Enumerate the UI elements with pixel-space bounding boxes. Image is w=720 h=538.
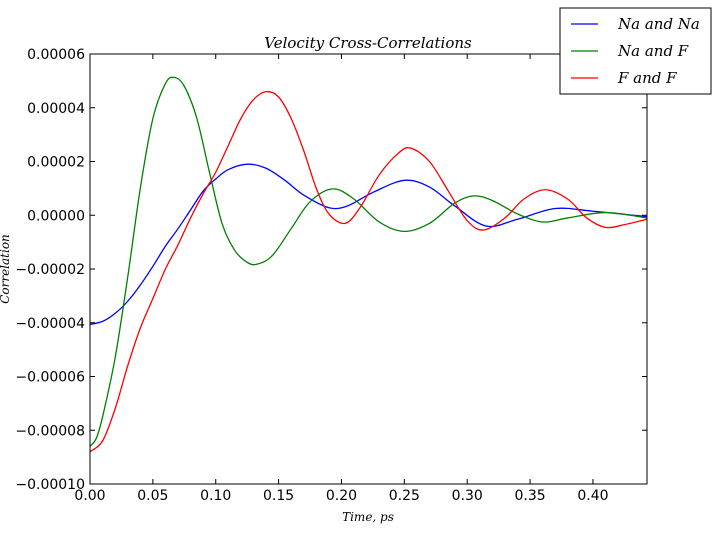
x-tick-label: 0.40: [577, 488, 608, 504]
x-tick-label: 0.15: [263, 488, 294, 504]
series-line-2: [89, 90, 648, 453]
x-tick-label: 0.30: [452, 488, 483, 504]
series-line-0: [89, 163, 648, 325]
y-tick-label: 0.00006: [27, 47, 85, 63]
legend: Na and Na Na and F F and F: [559, 7, 712, 95]
y-tick-label: −0.00004: [15, 316, 85, 332]
legend-label-1: Na and F: [617, 42, 689, 60]
x-tick-label: 0.20: [326, 488, 357, 504]
legend-label-2: F and F: [617, 69, 677, 87]
x-tick-label: 0.10: [200, 488, 231, 504]
y-tick-label: −0.00008: [15, 423, 85, 439]
y-tick-label: −0.00002: [15, 262, 85, 278]
y-tick-label: 0.00000: [27, 208, 85, 224]
x-tick-label: 0.05: [137, 488, 168, 504]
x-tick-label: 0.25: [389, 488, 420, 504]
x-tick-label: 0.00: [74, 488, 105, 504]
x-axis-label: Time, ps: [342, 510, 394, 524]
y-tick-label: 0.00004: [27, 101, 85, 117]
series-line-1: [89, 76, 648, 447]
legend-label-0: Na and Na: [617, 15, 700, 33]
y-tick-label: −0.00006: [15, 370, 85, 386]
chart-title: Velocity Cross-Correlations: [264, 34, 472, 52]
ticks-layer: 0.00 0.05 0.10 0.15 0.20 0.25 0.30 0.35 0.40 0.00…: [15, 47, 647, 504]
series-layer: [89, 76, 648, 453]
y-tick-label: 0.00002: [27, 155, 85, 171]
y-axis-label: Correlation: [0, 234, 12, 304]
y-tick-label: −0.00010: [15, 477, 85, 493]
plot-frame: [89, 53, 648, 485]
x-tick-label: 0.35: [514, 488, 545, 504]
